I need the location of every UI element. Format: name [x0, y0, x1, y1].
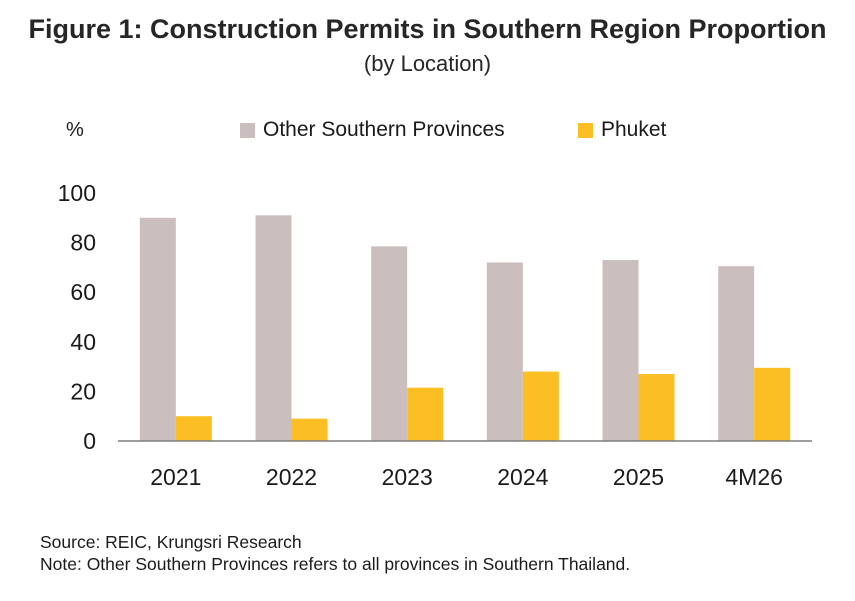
chart-title: Figure 1: Construction Permits in Southe…: [28, 14, 827, 44]
legend-item-phuket: Phuket: [578, 118, 666, 142]
x-tick-label-2021: 2021: [150, 464, 201, 490]
bar-other-2022: [255, 215, 292, 441]
bar-other-2023: [371, 246, 408, 441]
bar-phuket-2023: [407, 387, 444, 441]
chart-subtitle: (by Location): [363, 51, 492, 76]
y-tick-label-100: 100: [58, 180, 96, 206]
bar-phuket-2021: [175, 416, 212, 441]
note-text: Note: Other Southern Provinces refers to…: [40, 554, 631, 574]
x-tick-label-2024: 2024: [497, 464, 548, 490]
x-tick-label-4M26: 4M26: [725, 464, 783, 490]
bar-phuket-4M26: [754, 367, 791, 441]
y-tick-label-20: 20: [70, 378, 96, 404]
legend-item-other: Other Southern Provinces: [240, 118, 505, 142]
bar-phuket-2024: [522, 371, 559, 441]
x-tick-label-2025: 2025: [613, 464, 664, 490]
legend-label-phuket: Phuket: [601, 118, 667, 141]
bar-other-2024: [486, 262, 523, 441]
bar-other-2021: [139, 217, 176, 441]
source-text: Source: REIC, Krungsri Research: [40, 532, 302, 552]
y-tick-label-0: 0: [83, 428, 96, 454]
bar-phuket-2025: [638, 374, 675, 441]
legend-swatch-other: [240, 122, 255, 138]
y-tick-label-40: 40: [70, 329, 96, 355]
x-tick-label-2022: 2022: [266, 464, 317, 490]
legend-swatch-phuket: [578, 122, 593, 138]
source-note: Source: REIC, Krungsri Research Note: Ot…: [40, 531, 630, 575]
bar-other-4M26: [718, 266, 755, 441]
legend-label-other: Other Southern Provinces: [263, 118, 505, 141]
bar-other-2025: [602, 259, 639, 441]
y-tick-label-80: 80: [70, 230, 96, 256]
x-tick-label-2023: 2023: [382, 464, 433, 490]
y-tick-label-60: 60: [70, 279, 96, 305]
y-axis-unit: %: [66, 119, 84, 141]
bar-phuket-2022: [291, 418, 328, 441]
